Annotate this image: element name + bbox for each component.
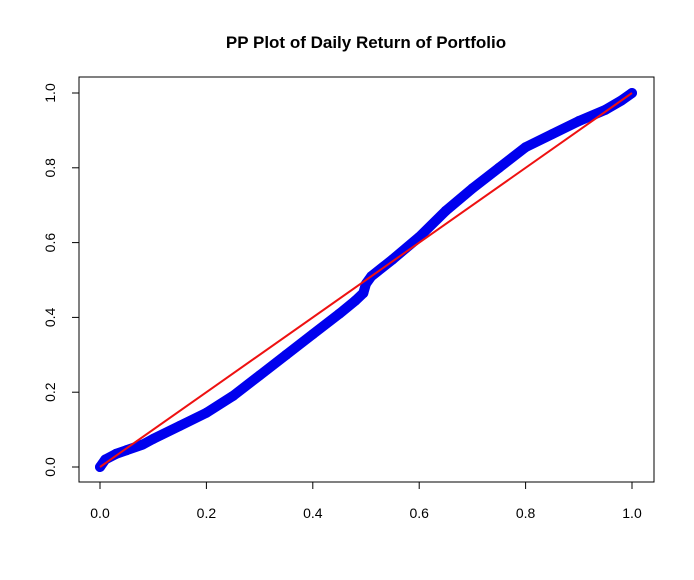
data-point [174,420,185,431]
data-point [520,142,531,153]
data-point [334,308,345,319]
y-tick-label: 1.0 [42,83,58,103]
data-point [137,439,148,450]
y-tick-label: 0.2 [42,382,58,402]
data-point [307,329,318,340]
data-point [350,295,361,306]
blue-points-series [95,88,637,472]
data-point [228,390,238,401]
x-axis: 0.0 0.2 0.4 0.6 0.8 1.0 [90,481,642,521]
data-point [358,288,369,299]
y-tick-label: 0.4 [42,307,58,327]
data-point [201,407,212,418]
data-point [467,183,478,194]
data-point [573,116,584,127]
points-band [95,88,637,472]
data-point [281,349,292,360]
reference-line-series [99,92,633,468]
x-tick-label: 1.0 [622,505,642,521]
y-axis: 0.0 0.2 0.4 0.6 0.8 1.0 [42,83,80,477]
data-point [148,433,159,444]
reference-line [99,92,633,468]
data-point [440,205,451,216]
x-tick-label: 0.2 [197,505,217,521]
data-point [494,162,504,173]
x-tick-label: 0.0 [90,505,110,521]
y-tick-label: 0.0 [42,457,58,477]
x-tick-label: 0.8 [516,505,536,521]
x-tick-label: 0.4 [303,505,323,521]
data-point [414,231,425,242]
data-point [254,370,265,381]
data-point [547,129,558,140]
chart-title: PP Plot of Daily Return of Portfolio [226,33,506,52]
y-tick-label: 0.8 [42,158,58,178]
y-tick-label: 0.6 [42,233,58,253]
x-tick-label: 0.6 [409,505,429,521]
